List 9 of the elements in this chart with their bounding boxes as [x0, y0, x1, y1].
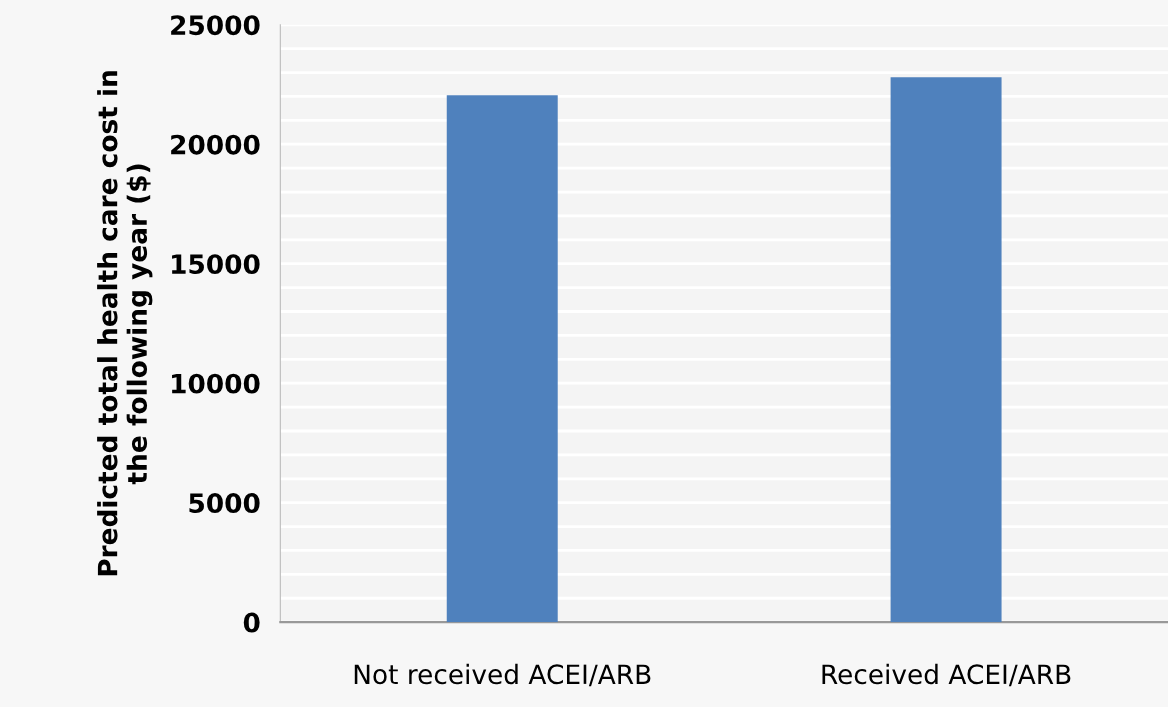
x-tick-label: Not received ACEI/ARB [354, 663, 651, 687]
y-tick-label: 25000 [171, 15, 260, 36]
y-tick-label: 15000 [172, 254, 260, 275]
y-tick-label: 0 [243, 612, 260, 633]
x-tick-label: Received ACEI/ARB [822, 663, 1071, 687]
y-tick-label: 10000 [172, 373, 260, 394]
y-axis-title: Predicted total health care cost in the following year ($) [97, 71, 153, 576]
y-tick-label: 5000 [189, 493, 260, 514]
y-tick-label: 20000 [171, 134, 260, 155]
